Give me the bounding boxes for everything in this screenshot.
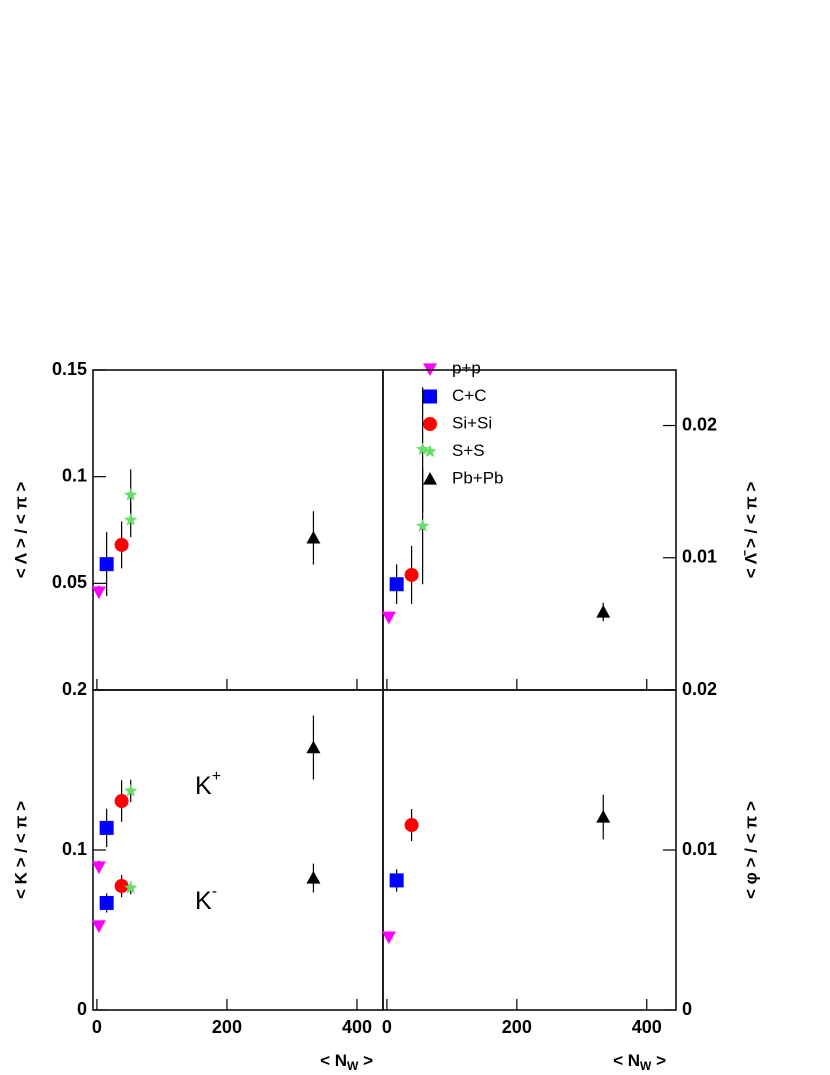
annotation: K- [195,883,217,914]
legend-label: p+p [452,358,481,377]
legend-label: C+C [452,386,486,405]
annotation-sup: + [212,768,221,785]
x-tick-label: 400 [342,1017,372,1037]
annotation-text: K [195,772,212,800]
y-axis-title: < Λ̄ > / < π > [741,482,760,579]
data-point [596,604,611,618]
plot-frame [382,689,677,1011]
x-tick-label: 400 [632,1017,662,1037]
x-tick-label: 200 [502,1017,532,1037]
data-point [415,442,430,455]
y-tick-label: 0.15 [52,359,87,379]
data-point [404,818,419,833]
annotation: K+ [195,768,221,799]
y-axis-title: < K > / < π > [11,801,30,899]
x-tick-label: 0 [382,1017,392,1037]
legend-label: Pb+Pb [452,468,504,487]
legend-marker [423,472,437,485]
data-point [306,530,321,544]
x-title-part: < N [320,1051,347,1070]
data-point [99,557,114,572]
y-axis-title: < Λ > / < π > [11,482,30,579]
y-tick-label: 0 [77,999,87,1019]
data-point [114,794,129,809]
data-point [124,512,138,526]
y-tick-label: 0.02 [682,679,717,699]
annotation-text: K [195,887,212,915]
y-tick-label: 0.02 [682,414,717,434]
y-tick-label: 0.01 [682,547,717,567]
legend-label: S+S [452,441,485,460]
data-point [596,810,611,823]
data-point [124,488,138,501]
data-point [306,871,321,884]
x-title-sub: W [347,1059,359,1073]
data-point [404,567,419,582]
data-point [99,820,114,835]
data-point [415,519,430,532]
x-title-sub: W [640,1059,652,1073]
y-tick-label: 0.1 [62,839,87,859]
x-title-part: > [651,1051,666,1070]
data-point [381,931,396,945]
annotation-sup: - [212,883,217,900]
x-title-part: > [358,1051,373,1070]
legend-marker [423,389,437,404]
x-tick-label: 200 [212,1017,242,1037]
legend-marker [423,444,437,458]
data-point [91,920,106,933]
y-tick-label: 0 [682,999,692,1019]
data-point [91,861,106,874]
x-title-part: < N [613,1051,640,1070]
data-point [381,611,396,625]
y-axis-title: < φ > / < π > [741,801,760,899]
data-point [114,537,129,552]
x-tick-label: 0 [92,1017,102,1037]
data-point [91,586,106,600]
legend-label: Si+Si [452,413,492,432]
data-point [114,879,129,893]
plot-frame [92,369,384,691]
data-point [124,783,138,797]
y-tick-label: 0.1 [62,465,87,485]
x-axis-title: < NW > [320,1051,373,1073]
data-point [389,873,404,888]
x-axis-title: < NW > [613,1051,666,1073]
legend-marker [423,417,437,431]
y-tick-label: 0.05 [52,572,87,592]
y-tick-label: 0.01 [682,839,717,859]
plot-frame [92,689,384,1011]
y-tick-label: 0.2 [62,679,87,699]
data-point [306,740,321,754]
data-point [389,577,404,592]
data-point [99,895,114,910]
data-point [124,880,138,894]
